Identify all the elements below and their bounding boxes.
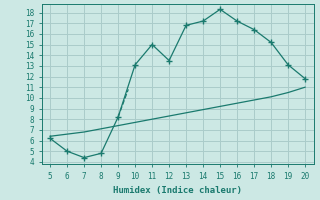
X-axis label: Humidex (Indice chaleur): Humidex (Indice chaleur) xyxy=(113,186,242,195)
